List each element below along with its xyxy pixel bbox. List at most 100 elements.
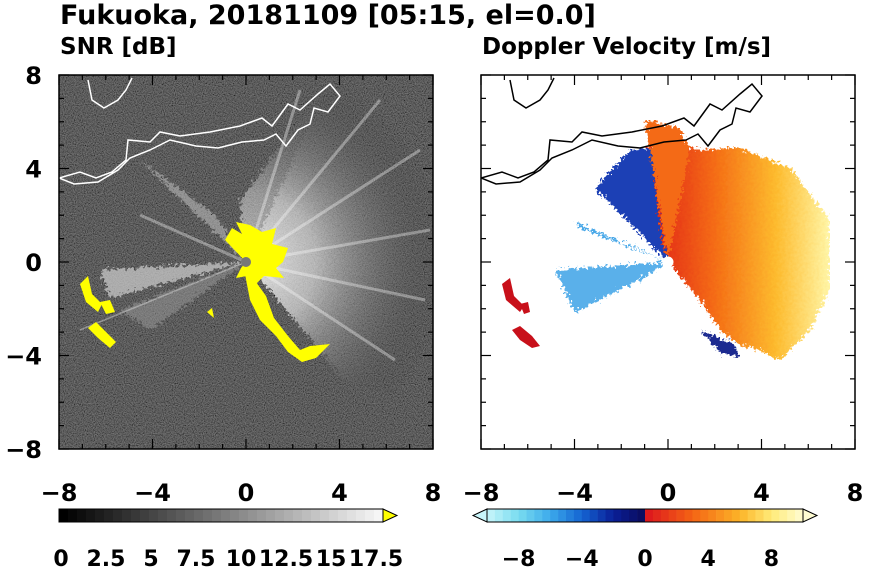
snr-colorbar-swatch — [131, 509, 141, 522]
doppler-colorbar-swatch — [637, 509, 646, 522]
snr-colorbar-swatch — [86, 509, 96, 522]
snr-colorbar-swatch — [284, 509, 294, 522]
snr-colorbar: 0 2.5 5 7.5 10 12.5 15 17.5 — [53, 508, 403, 570]
snr-colorbar-swatch — [275, 509, 285, 522]
snr-colorbar-swatch — [212, 509, 222, 522]
snr-colorbar-swatch — [140, 509, 150, 522]
doppler-colorbar-swatch — [526, 509, 535, 522]
doppler-colorbar-swatch — [771, 509, 780, 522]
snr-colorbar-swatch — [257, 509, 267, 522]
snr-xtick-label: 0 — [238, 479, 255, 507]
doppler-colorbar-label: 0 — [637, 547, 652, 570]
snr-colorbar-swatch — [347, 509, 357, 522]
doppler-colorbar-swatch — [581, 509, 590, 522]
snr-xtick-label: −4 — [134, 479, 171, 507]
doppler-tick-labels: −8 −4 0 4 8 — [463, 479, 864, 507]
doppler-colorbar-swatch — [502, 509, 511, 522]
snr-coastline — [59, 82, 341, 185]
doppler-colorbar-swatch — [597, 509, 606, 522]
doppler-colorbar-label: 4 — [701, 547, 716, 570]
snr-colorbar-swatch — [311, 509, 321, 522]
doppler-colorbar-swatch — [724, 509, 733, 522]
snr-colorbar-swatch — [293, 509, 303, 522]
snr-colorbar-swatch — [365, 509, 375, 522]
snr-colorbar-swatch — [167, 509, 177, 522]
doppler-colorbar-swatch — [763, 509, 772, 522]
snr-colorbar-swatch — [230, 509, 240, 522]
snr-colorbar-swatch — [248, 509, 258, 522]
doppler-colorbar-swatch — [487, 509, 496, 522]
doppler-colorbar-swatch — [542, 509, 551, 522]
snr-axis-ticks — [58, 74, 434, 450]
snr-colorbar-swatch — [266, 509, 276, 522]
doppler-colorbar-swatch — [755, 509, 764, 522]
doppler-colorbar-frame — [486, 508, 804, 523]
snr-colorbar-swatch — [176, 509, 186, 522]
doppler-colorbar: −8 −4 0 4 8 — [471, 508, 819, 570]
snr-xtick-label: 4 — [331, 479, 348, 507]
doppler-colorbar-swatch — [692, 509, 701, 522]
snr-colorbar-swatch — [158, 509, 168, 522]
doppler-radar-site — [662, 256, 674, 268]
doppler-colorbar-swatch — [708, 509, 717, 522]
snr-colorbar-swatch — [302, 509, 312, 522]
snr-colorbar-label: 10 — [226, 547, 257, 570]
snr-colorbar-swatch — [320, 509, 330, 522]
snr-radar-site — [241, 257, 251, 267]
doppler-colorbar-swatch — [613, 509, 622, 522]
doppler-coastline-north — [509, 77, 555, 109]
snr-colorbar-label: 17.5 — [349, 547, 403, 570]
snr-colorbar-swatch — [104, 509, 114, 522]
snr-tick-labels: −8 −4 0 4 8 −8 −4 0 4 8 — [5, 62, 441, 507]
doppler-colorbar-swatch — [629, 509, 638, 522]
snr-colorbar-swatch — [374, 509, 384, 522]
doppler-colorbar-swatch — [779, 509, 788, 522]
doppler-colorbar-swatch — [589, 509, 598, 522]
doppler-xtick-label: −4 — [556, 479, 593, 507]
doppler-colorbar-label: −4 — [565, 547, 599, 570]
snr-colorbar-swatch — [239, 509, 249, 522]
doppler-colorbar-swatch — [645, 509, 654, 522]
snr-colorbar-swatch — [59, 509, 69, 522]
snr-colorbar-label: 5 — [143, 547, 158, 570]
snr-colorbar-swatch — [194, 509, 204, 522]
doppler-colorbar-swatch — [787, 509, 796, 522]
doppler-positive-echo — [628, 120, 830, 360]
doppler-xtick-label: −8 — [463, 479, 500, 507]
snr-colorbar-swatch — [149, 509, 159, 522]
doppler-colorbar-swatch — [573, 509, 583, 522]
snr-colorbar-extend — [382, 508, 399, 523]
snr-ytick-label: 4 — [25, 156, 42, 184]
figure-title: Fukuoka, 20181109 [05:15, el=0.0] — [60, 0, 596, 31]
doppler-axis-ticks — [480, 74, 856, 450]
snr-ytick-label: −8 — [5, 436, 42, 464]
snr-colorbar-swatch — [329, 509, 339, 522]
snr-xtick-label: −8 — [41, 479, 78, 507]
doppler-xtick-label: 8 — [847, 479, 864, 507]
snr-ytick-label: −4 — [5, 343, 42, 371]
doppler-colorbar-swatch — [684, 509, 693, 522]
doppler-colorbar-swatch — [739, 509, 748, 522]
snr-colorbar-swatch — [203, 509, 213, 522]
doppler-plot-area — [481, 75, 855, 449]
snr-xtick-label: 8 — [425, 479, 442, 507]
doppler-colorbar-swatch — [676, 509, 685, 522]
doppler-colorbar-swatch — [605, 509, 614, 522]
doppler-colorbar-label: 8 — [764, 547, 779, 570]
doppler-colorbar-swatch — [558, 509, 567, 522]
snr-colorbar-swatch — [68, 509, 78, 522]
snr-colorbar-swatch — [221, 509, 231, 522]
doppler-colorbar-swatch — [747, 509, 756, 522]
snr-ytick-label: 0 — [25, 249, 42, 277]
doppler-colorbar-swatch — [660, 509, 669, 522]
doppler-colorbar-swatch — [731, 509, 741, 522]
snr-colorbar-swatch — [113, 509, 123, 522]
doppler-colorbar-swatch — [534, 509, 543, 522]
doppler-xtick-label: 4 — [753, 479, 770, 507]
doppler-colorbar-label: −8 — [502, 547, 536, 570]
snr-coastline-north — [87, 77, 133, 109]
doppler-colorbar-swatch — [668, 509, 677, 522]
snr-ytick-label: 8 — [25, 62, 42, 90]
snr-colorbar-swatch — [356, 509, 366, 522]
snr-colorbar-label: 15 — [316, 547, 347, 570]
